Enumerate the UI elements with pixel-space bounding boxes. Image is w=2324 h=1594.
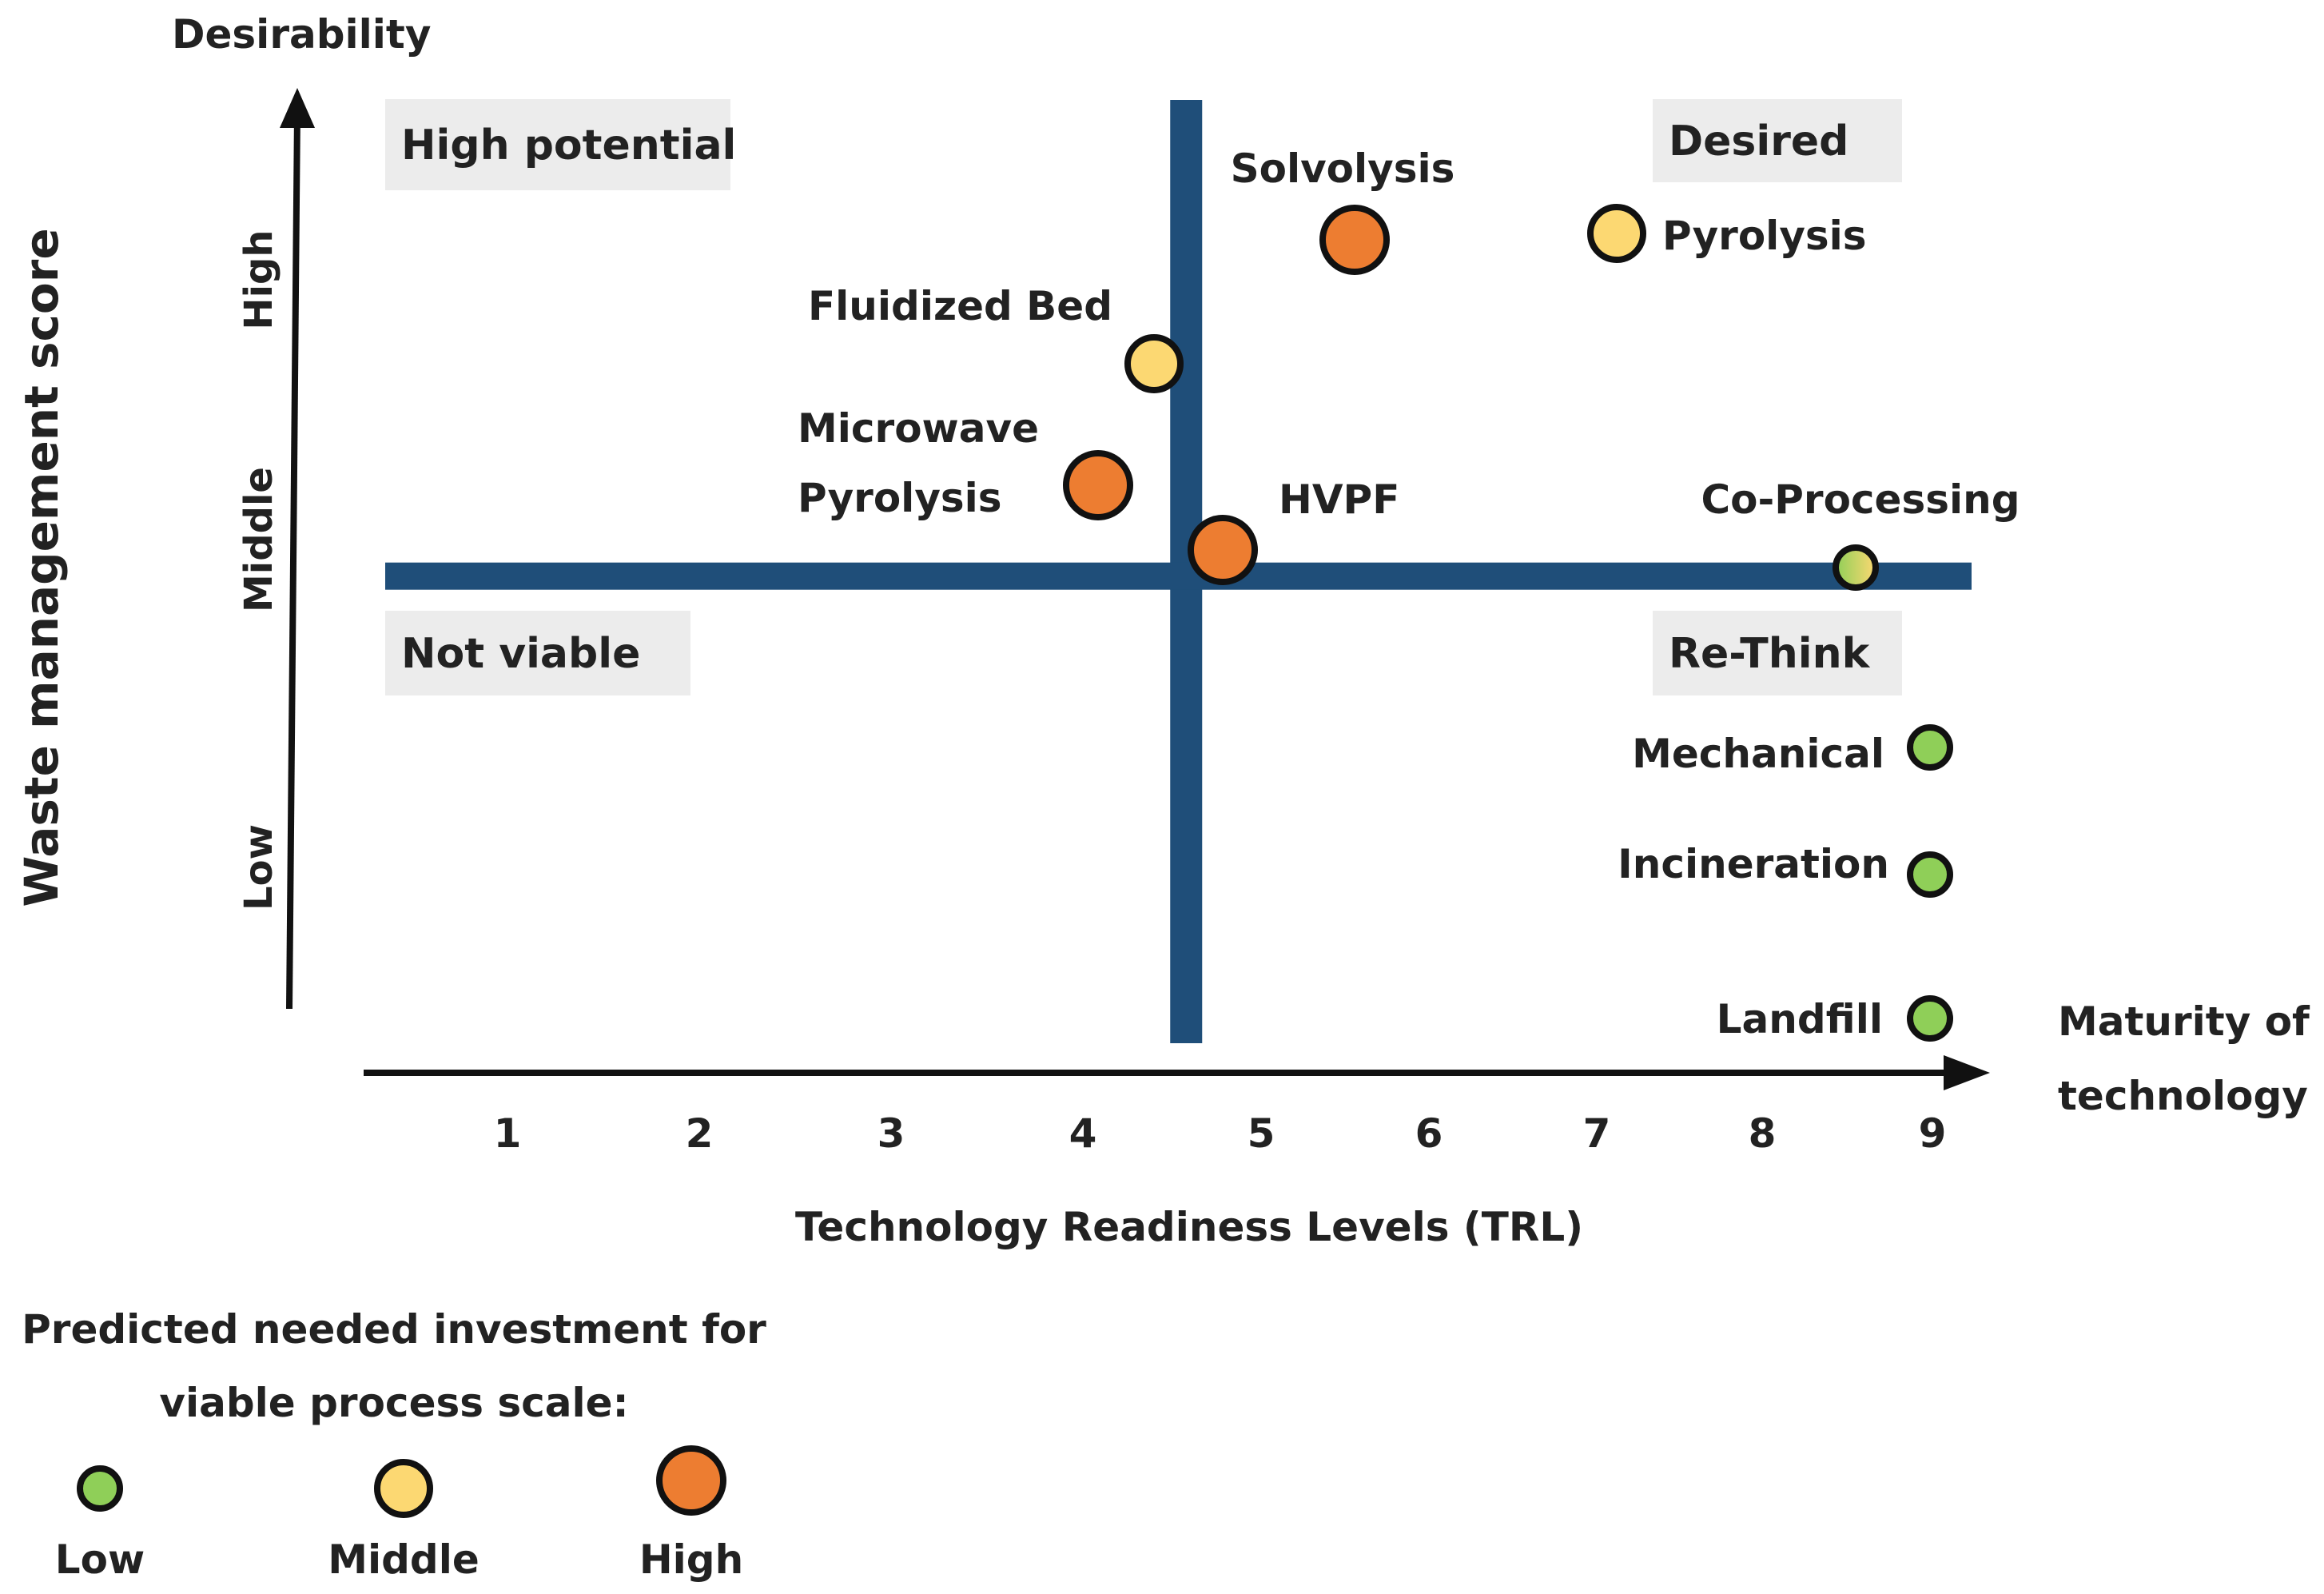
- legend-title-line1: Predicted needed investment for: [22, 1306, 766, 1353]
- point-mechanical: [1907, 724, 1953, 771]
- x-tick-7: 7: [1583, 1110, 1611, 1157]
- point-label-microwave-pyrolysis-2: Pyrolysis: [798, 475, 1002, 521]
- quadrant-box-high-potential: [385, 99, 730, 190]
- y-tick-high: High: [237, 229, 281, 329]
- x-tick-4: 4: [1069, 1110, 1097, 1157]
- point-label-hvpf: HVPF: [1279, 476, 1399, 523]
- x-axis-end-label-line1: Maturity of: [2058, 998, 2310, 1045]
- legend-label-high: High: [639, 1536, 743, 1583]
- point-label-fluidized-bed: Fluidized Bed: [808, 283, 1112, 329]
- y-axis-top-label: Desirability: [172, 11, 431, 58]
- quadrant-box-re-think: [1653, 611, 1902, 695]
- point-label-solvolysis: Solvolysis: [1231, 145, 1455, 192]
- y-axis-title: Waste management score: [14, 228, 69, 907]
- quadrant-label-re-think: Re-Think: [1669, 630, 1871, 678]
- legend-title-line2: viable process scale:: [159, 1380, 628, 1426]
- x-axis-title: Technology Readiness Levels (TRL): [795, 1204, 1583, 1250]
- legend-label-low: Low: [55, 1536, 145, 1583]
- x-tick-5: 5: [1248, 1110, 1275, 1157]
- legend-marker-high: [656, 1445, 726, 1516]
- legend: Predicted needed investment for viable p…: [22, 1306, 766, 1583]
- x-tick-8: 8: [1749, 1110, 1777, 1157]
- point-landfill: [1907, 995, 1953, 1042]
- horizontal-divider: [385, 562, 1972, 590]
- x-tick-3: 3: [877, 1110, 905, 1157]
- y-axis-line: [286, 111, 300, 1010]
- x-axis-end-label-line2: technology: [2058, 1073, 2308, 1119]
- x-axis-arrowhead: [1944, 1055, 1990, 1090]
- x-tick-labels: 1 2 3 4 5 6 7 8 9: [494, 1110, 1947, 1157]
- data-points: Solvolysis Pyrolysis Fluidized Bed Microwav…: [798, 145, 2020, 1042]
- point-microwave-pyrolysis: [1063, 450, 1133, 520]
- quadrant-label-desired: Desired: [1669, 118, 1848, 165]
- point-co-processing: [1833, 544, 1879, 591]
- y-axis-arrowhead: [280, 88, 315, 128]
- y-tick-labels: Low Middle High: [237, 229, 281, 911]
- point-fluidized-bed: [1124, 334, 1184, 393]
- x-tick-9: 9: [1919, 1110, 1947, 1157]
- point-label-mechanical: Mechanical: [1632, 731, 1884, 777]
- point-pyrolysis: [1587, 204, 1646, 263]
- legend-marker-low: [77, 1465, 123, 1512]
- y-tick-low: Low: [237, 824, 281, 911]
- y-tick-middle: Middle: [237, 467, 281, 612]
- quadrant-label-not-viable: Not viable: [401, 630, 640, 678]
- x-tick-6: 6: [1415, 1110, 1443, 1157]
- point-label-co-processing: Co-Processing: [1701, 476, 2020, 523]
- quadrant-label-high-potential: High potential: [401, 122, 736, 169]
- point-label-incineration: Incineration: [1618, 841, 1889, 887]
- x-tick-1: 1: [494, 1110, 522, 1157]
- quadrant-box-desired: [1653, 99, 1902, 182]
- quadrant-labels: High potential Desired Not viable Re-Think: [385, 99, 1902, 695]
- quadrant-box-not-viable: [385, 611, 690, 695]
- point-label-pyrolysis: Pyrolysis: [1662, 213, 1867, 259]
- legend-marker-middle: [374, 1459, 433, 1518]
- point-label-microwave-pyrolysis-1: Microwave: [798, 405, 1039, 452]
- point-solvolysis: [1319, 205, 1390, 275]
- legend-items: Low Middle High: [55, 1445, 743, 1583]
- point-hvpf: [1188, 515, 1258, 585]
- point-label-landfill: Landfill: [1717, 996, 1883, 1042]
- legend-label-middle: Middle: [328, 1536, 480, 1583]
- x-tick-2: 2: [686, 1110, 714, 1157]
- point-incineration: [1907, 851, 1953, 898]
